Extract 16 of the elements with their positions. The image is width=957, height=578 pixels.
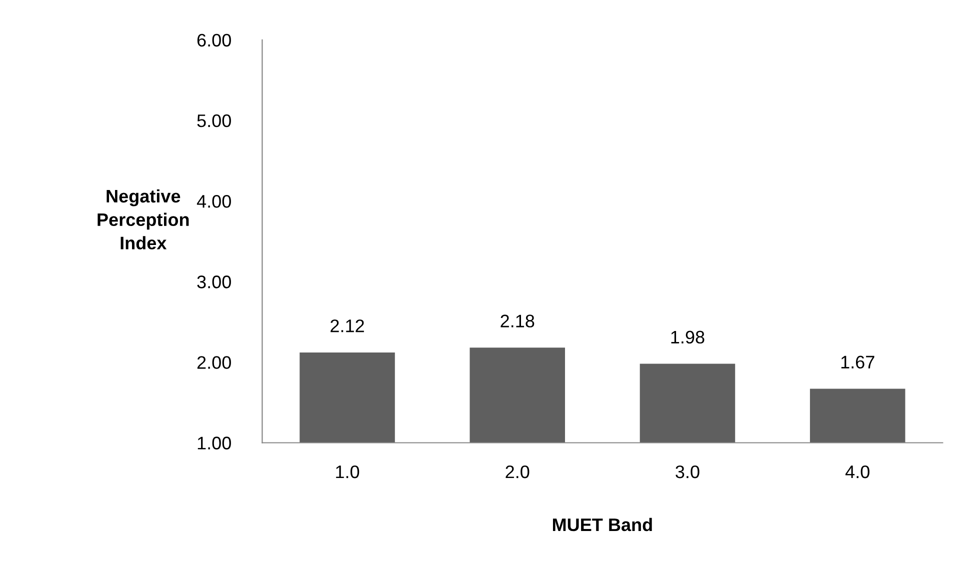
data-label: 1.67 [841, 356, 874, 369]
x-tick-label: 4.0 [845, 465, 870, 478]
y-tick-label: 4.00 [196, 194, 231, 208]
y-tick-label: 2.00 [197, 356, 231, 369]
y-tick-label: 3.00 [197, 276, 231, 288]
data-label: 2.12 [330, 319, 364, 332]
x-tick-label: 1.0 [336, 465, 360, 478]
y-axis-title: Negative Perception Index [98, 189, 189, 250]
x-axis-title: MUET Band [552, 518, 652, 532]
data-label: 1.98 [671, 330, 704, 344]
y-tick-label: 6.00 [197, 34, 231, 47]
y-tick-label: 1.00 [198, 436, 231, 450]
x-tick-label: 2.0 [506, 465, 530, 478]
y-tick-label: 5.00 [197, 114, 231, 128]
x-tick-label: 3.0 [676, 465, 700, 478]
data-label: 2.18 [500, 314, 534, 328]
